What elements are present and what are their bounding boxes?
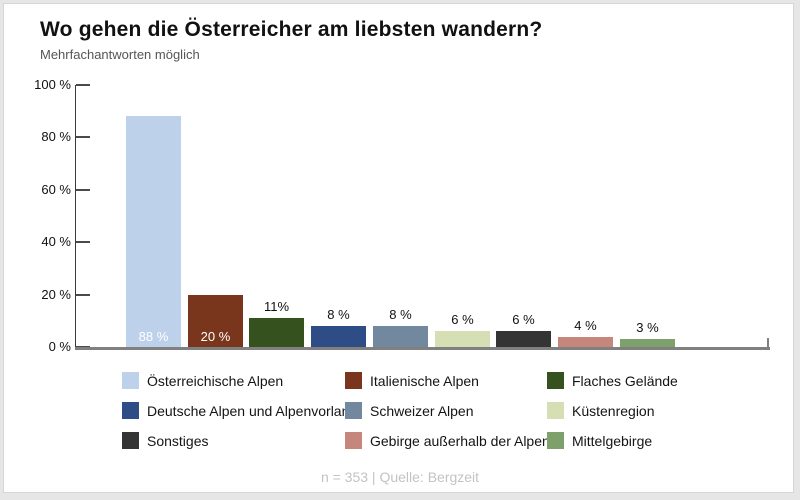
legend-item: Sonstiges — [122, 431, 345, 450]
legend-swatch — [122, 432, 139, 449]
legend-label: Deutsche Alpen und Alpenvorland — [147, 402, 358, 419]
y-axis-tick-label: 0 % — [48, 339, 71, 354]
bar-value-label: 8 % — [327, 307, 350, 322]
bar-value-label: 88 % — [138, 329, 169, 344]
bar-value-label: 8 % — [389, 307, 412, 322]
bar — [126, 116, 181, 347]
bar-value-label: 4 % — [574, 318, 597, 333]
y-axis-tick-label: 100 % — [34, 77, 71, 92]
legend-label: Italienische Alpen — [370, 372, 479, 389]
y-axis-tick — [76, 241, 90, 244]
y-axis-tick-label: 60 % — [41, 181, 71, 197]
bar — [620, 339, 675, 347]
bar — [558, 337, 613, 347]
chart-subtitle: Mehrfachantworten möglich — [40, 47, 200, 62]
y-axis-tick — [76, 136, 90, 139]
bar — [188, 295, 243, 347]
legend-swatch — [345, 372, 362, 389]
y-axis-tick — [76, 84, 90, 86]
legend-item: Mittelgebirge — [547, 431, 678, 450]
legend-label: Sonstiges — [147, 432, 209, 449]
bar — [435, 331, 490, 347]
legend-item: Küstenregion — [547, 401, 678, 420]
legend-item: Österreichische Alpen — [122, 371, 345, 390]
legend-swatch — [547, 402, 564, 419]
legend-item: Deutsche Alpen und Alpenvorland — [122, 401, 357, 420]
y-axis-tick-label: 20 % — [41, 286, 71, 302]
y-axis-tick — [76, 188, 90, 191]
y-axis-tick-label: 80 % — [41, 129, 71, 145]
chart-title: Wo gehen die Österreicher am liebsten wa… — [40, 18, 543, 41]
bar — [373, 326, 428, 347]
x-axis-end-tick — [767, 338, 769, 347]
legend-item: Gebirge außerhalb der Alpen — [345, 431, 550, 450]
source-note: n = 353 | Quelle: Bergzeit — [320, 469, 480, 485]
legend-swatch — [345, 432, 362, 449]
legend-swatch — [547, 432, 564, 449]
bar-value-label: 11% — [263, 299, 290, 314]
legend-swatch — [122, 372, 139, 389]
legend-swatch — [547, 372, 564, 389]
legend-label: Gebirge außerhalb der Alpen — [370, 432, 550, 449]
bar — [311, 326, 366, 347]
legend-swatch — [345, 402, 362, 419]
legend-swatch — [122, 402, 139, 419]
bar-value-label: 20 % — [200, 329, 231, 344]
bar-value-label: 6 % — [512, 312, 535, 327]
bar-value-label: 6 % — [451, 312, 474, 327]
bar — [249, 318, 304, 347]
y-axis-tick — [76, 293, 90, 296]
legend: Österreichische Alpen Italienische Alpen F… — [122, 371, 678, 450]
legend-item: Flaches Gelände — [547, 371, 678, 390]
legend-label: Küstenregion — [572, 402, 655, 419]
bar — [496, 331, 551, 347]
legend-label: Schweizer Alpen — [370, 402, 474, 419]
legend-item: Schweizer Alpen — [345, 401, 547, 420]
y-axis-tick-label: 40 % — [41, 234, 71, 250]
x-axis-line — [75, 347, 770, 350]
legend-label: Flaches Gelände — [572, 372, 678, 389]
legend-label: Mittelgebirge — [572, 432, 653, 449]
legend-label: Österreichische Alpen — [147, 372, 284, 389]
bar-value-label: 3 % — [636, 320, 659, 335]
y-axis-line — [75, 85, 76, 348]
legend-item: Italienische Alpen — [345, 371, 547, 390]
